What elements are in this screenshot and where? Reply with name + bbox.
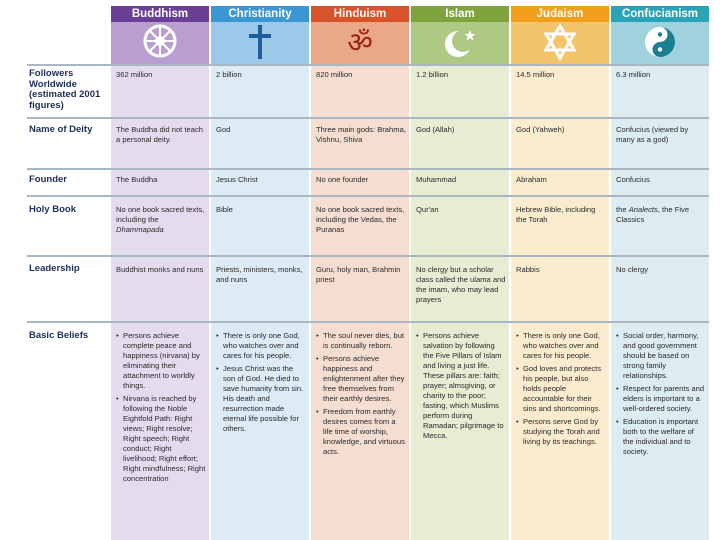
holybook-islam: Qur'an [416,205,439,214]
confucianism-column [611,35,709,540]
holybook-confucianism: the Analects, the Five Classics [616,205,706,225]
cross-icon [211,22,309,62]
holybook-confucianism-title: Analects [628,205,658,214]
divider [27,195,709,197]
belief-item: Freedom from earthly desires comes from … [316,407,406,457]
row-label-founder: Founder [29,174,67,185]
leadership-judaism: Rabbis [516,265,540,274]
holybook-judaism: Hebrew Bible, including the Torah [516,205,596,224]
deity-confucianism: Confucius (viewed by many as a god) [616,125,689,144]
divider [27,64,709,66]
leadership-hinduism: Guru, holy man, Brahmin priest [316,265,401,284]
yin-yang-icon [611,22,709,62]
followers-confucianism: 6.3 million [616,70,651,79]
belief-item: God loves and protects his people, but a… [516,364,606,414]
beliefs-christianity: There is only one God, who watches over … [216,331,306,437]
beliefs-confucianism: Social order, harmony, and good governme… [616,331,706,460]
beliefs-hinduism: The soul never dies, but is continually … [316,331,406,460]
belief-item: Persons achieve happiness and enlightenm… [316,354,406,404]
founder-confucianism: Confucius [616,175,650,184]
holybook-buddhism-text: No one book sacred texts, including the [116,205,205,224]
leadership-confucianism: No clergy [616,265,649,274]
holybook-buddhism: No one book sacred texts, including the … [116,205,206,235]
followers-christianity: 2 billion [216,70,242,79]
header-christianity: Christianity [211,6,309,22]
founder-judaism: Abraham [516,175,547,184]
holybook-hinduism: No one book sacred texts, including the … [316,205,405,234]
dharma-wheel-icon [111,22,209,62]
deity-islam: God (Allah) [416,125,455,134]
belief-item: Jesus Christ was the son of God. He died… [216,364,306,434]
divider [27,255,709,257]
beliefs-buddhism: Persons achieve complete peace and happi… [116,331,206,487]
crescent-star-icon [411,22,509,62]
belief-item: Education is important both to the welfa… [616,417,706,457]
deity-hinduism: Three main gods: Brahma, Vishnu, Shiva [316,125,406,144]
belief-item: Nirvana is reached by following the Nobl… [116,394,206,484]
christianity-column [211,35,309,540]
founder-buddhism: The Buddha [116,175,158,184]
deity-buddhism: The Buddha did not teach a personal deit… [116,125,203,144]
divider [27,321,709,323]
divider [27,168,709,170]
belief-item: The soul never dies, but is continually … [316,331,406,351]
svg-text:ॐ: ॐ [347,26,373,59]
header-hinduism: Hinduism [311,6,409,22]
row-label-followers: Followers Worldwide (estimated 2001 figu… [29,68,101,111]
beliefs-islam: Persons achieve salvation by following t… [416,331,506,444]
beliefs-judaism: There is only one God, who watches over … [516,331,606,450]
hinduism-column [311,35,409,540]
divider [27,117,709,119]
founder-christianity: Jesus Christ [216,175,258,184]
holybook-buddhism-title: Dhammapada [116,225,164,234]
belief-item: Persons serve God by studying the Torah … [516,417,606,447]
deity-judaism: God (Yahweh) [516,125,565,134]
holybook-confucianism-post: , the Five Classics [616,205,690,224]
leadership-christianity: Priests, ministers, monks, and nuns [216,265,303,284]
row-label-holy-book: Holy Book [29,204,76,215]
header-judaism: Judaism [511,6,609,22]
belief-item: Respect for parents and elders is import… [616,384,706,414]
belief-item: Persons achieve salvation by following t… [416,331,506,441]
header-islam: Islam [411,6,509,22]
belief-item: Social order, harmony, and good governme… [616,331,706,381]
followers-judaism: 14.5 million [516,70,555,79]
followers-hinduism: 820 million [316,70,353,79]
founder-hinduism: No one founder [316,175,369,184]
belief-item: Persons achieve complete peace and happi… [116,331,206,391]
star-of-david-icon [511,22,609,62]
belief-item: There is only one God, who watches over … [516,331,606,361]
header-buddhism: Buddhism [111,6,209,22]
header-confucianism: Confucianism [611,6,709,22]
row-label-basic-beliefs: Basic Beliefs [29,330,89,341]
holybook-confucianism-pre: the [616,205,627,214]
founder-islam: Muhammad [416,175,457,184]
holybook-christianity: Bible [216,205,233,214]
leadership-buddhism: Buddhist monks and nuns [116,265,204,274]
deity-christianity: God [216,125,231,134]
om-icon: ॐ [311,22,409,62]
leadership-islam: No clergy but a scholar class called the… [416,265,506,304]
row-label-leadership: Leadership [29,263,80,274]
belief-item: There is only one God, who watches over … [216,331,306,361]
followers-buddhism: 362 million [116,70,153,79]
judaism-column [511,35,609,540]
row-label-deity: Name of Deity [29,124,93,135]
followers-islam: 1.2 billion [416,70,449,79]
